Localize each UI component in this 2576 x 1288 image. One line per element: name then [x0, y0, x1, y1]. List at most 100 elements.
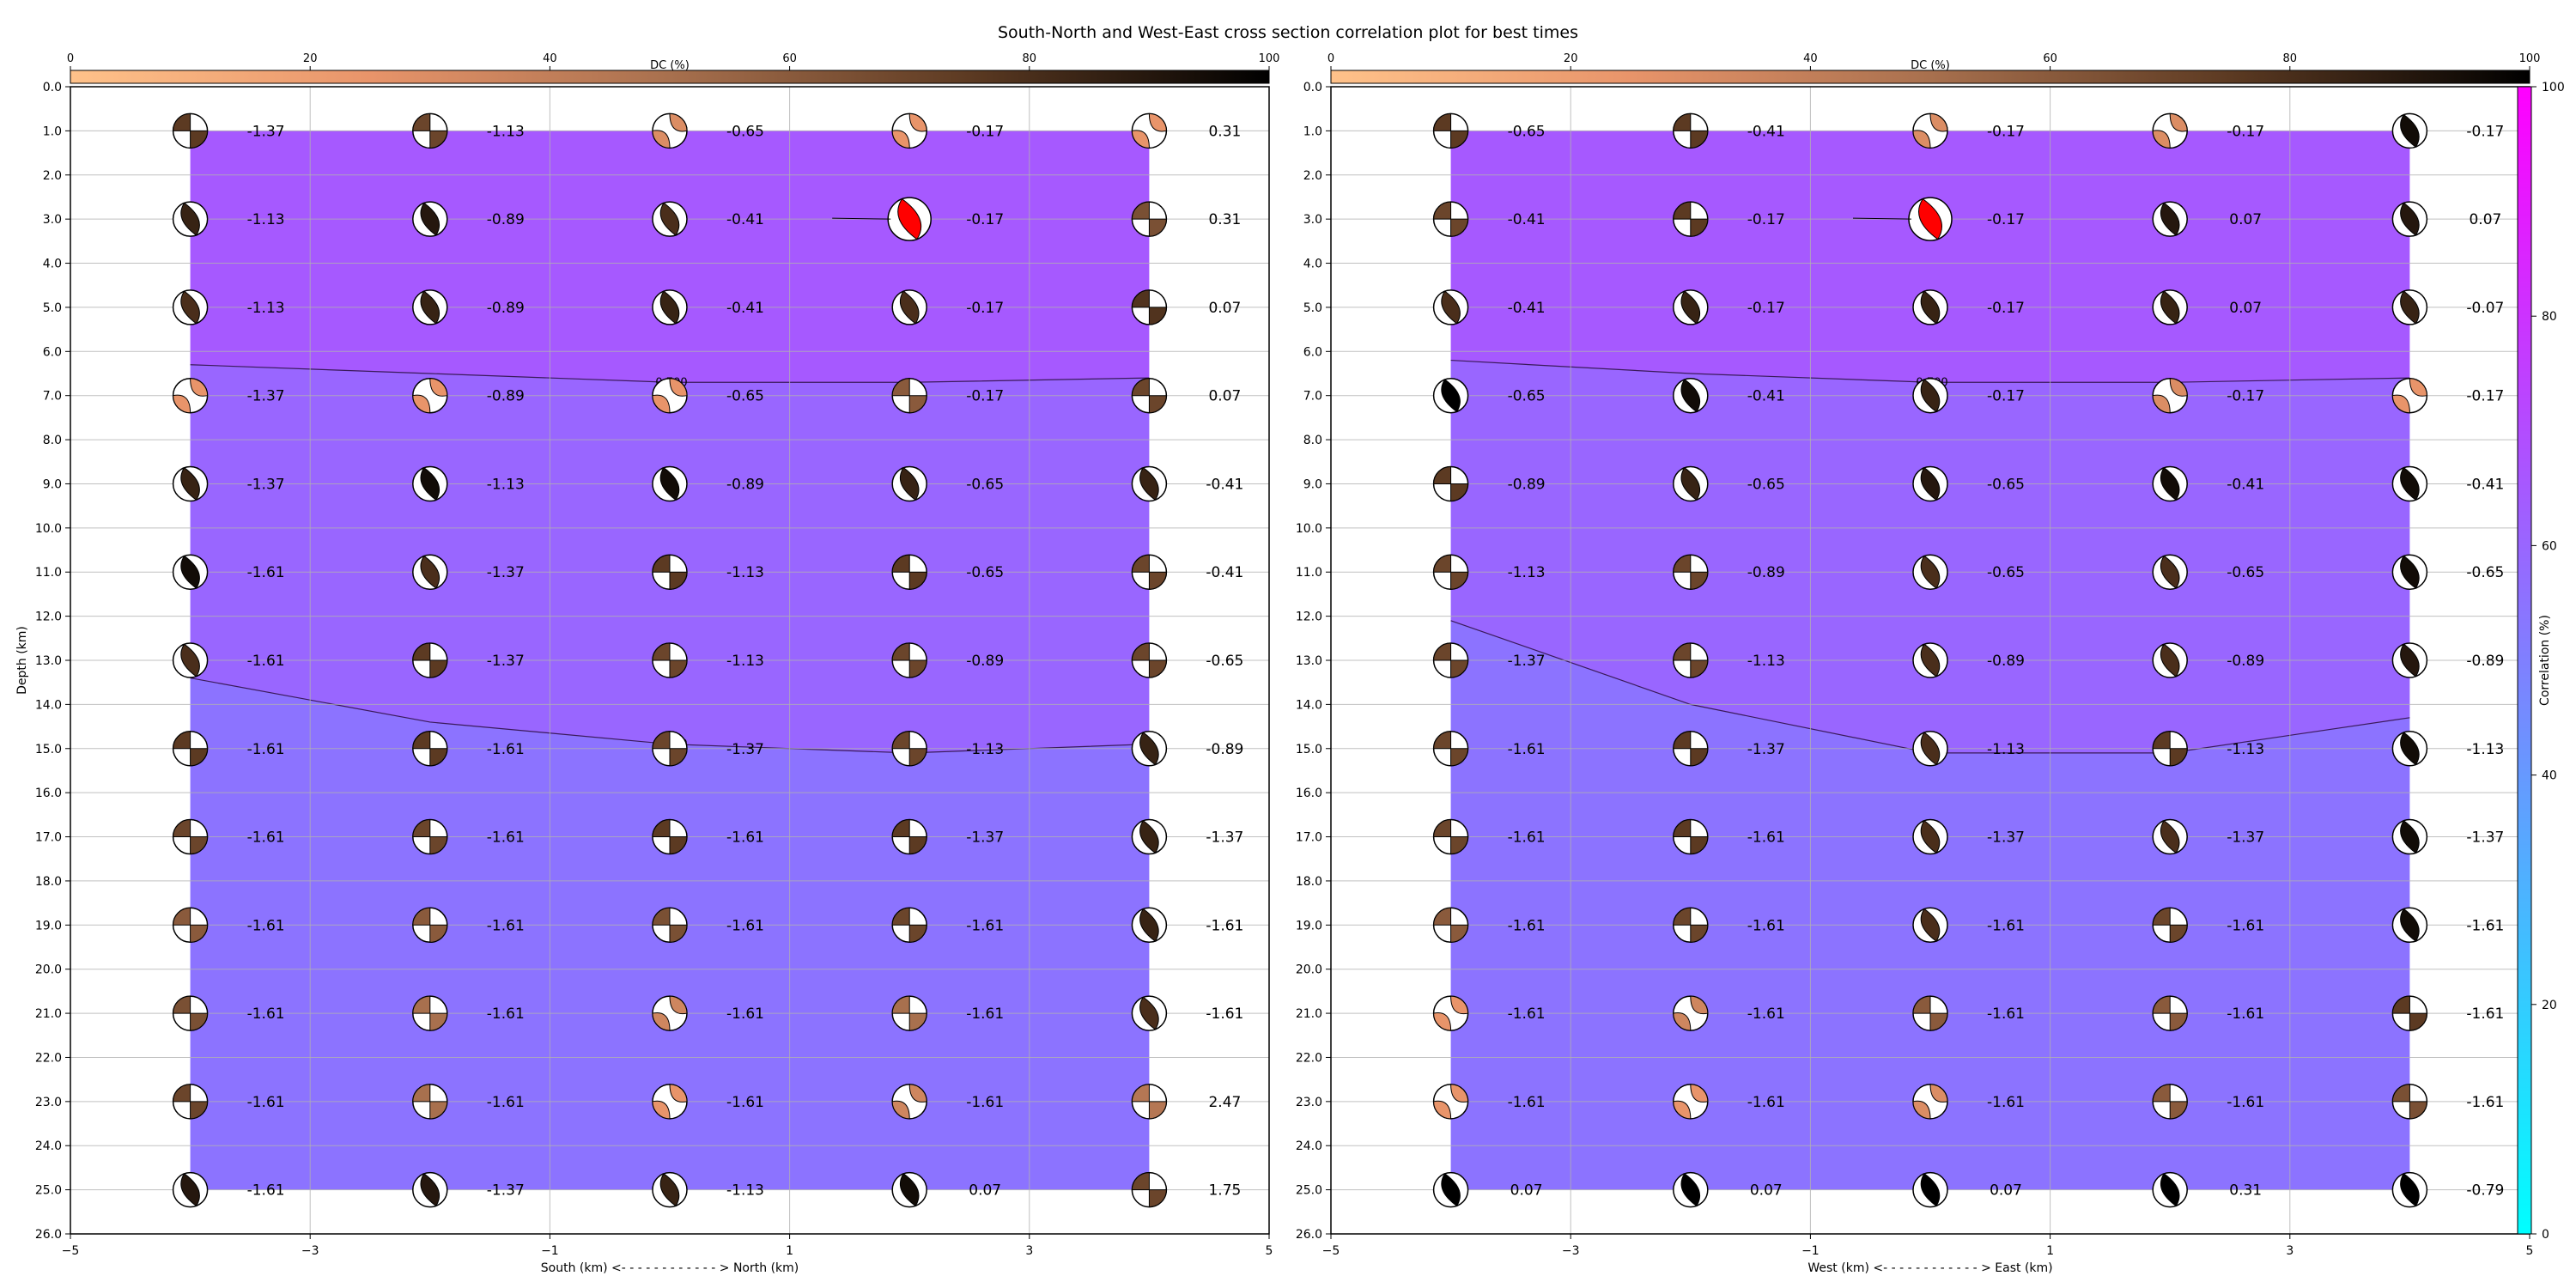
- y-tick-label: 0.0: [43, 81, 62, 94]
- beachball: [891, 1171, 927, 1208]
- y-tick-label: 0.0: [1303, 81, 1322, 94]
- beachball-compression: [1929, 112, 1948, 132]
- beachball-compression: [420, 1173, 440, 1207]
- beachball: [172, 465, 209, 502]
- beachball-compression: [2152, 1084, 2171, 1103]
- y-tick-label: 19.0: [35, 919, 62, 933]
- beachball: [1432, 1084, 1469, 1120]
- correlation-value: -0.41: [1206, 564, 1243, 581]
- beachball-compression: [180, 466, 200, 501]
- correlation-value: -0.89: [726, 476, 764, 493]
- beachball: [652, 554, 688, 590]
- beachball-compression: [891, 819, 910, 838]
- y-tick-label: 3.0: [43, 213, 62, 227]
- beachball: [2391, 465, 2428, 502]
- beachball: [1673, 731, 1709, 767]
- y-tick-label: 14.0: [1296, 698, 1322, 712]
- beachball-compression: [2169, 112, 2188, 132]
- dc-tick-label: 0: [1327, 52, 1334, 65]
- dc-tick-label: 20: [1564, 52, 1578, 65]
- beachball-compression: [659, 290, 680, 325]
- beachball: [1673, 289, 1709, 325]
- beachball: [2152, 201, 2188, 237]
- y-tick-label: 10.0: [1296, 522, 1322, 536]
- beachball-compression: [1433, 1012, 1452, 1031]
- beachball: [1131, 818, 1168, 855]
- correlation-value: -1.61: [1508, 741, 1546, 758]
- beachball-compression: [1131, 289, 1150, 308]
- beachball-compression: [1139, 908, 1159, 942]
- correlation-value: -1.37: [1206, 829, 1243, 847]
- y-tick-label: 22.0: [35, 1051, 62, 1065]
- correlation-value: -1.61: [1508, 1005, 1546, 1023]
- y-tick-label: 21.0: [1296, 1007, 1322, 1021]
- beachball: [1912, 731, 1948, 767]
- beachball: [1432, 554, 1469, 590]
- correlation-value: -1.61: [726, 1094, 764, 1111]
- beachball-compression: [891, 1100, 910, 1120]
- beachball: [891, 995, 927, 1031]
- correlation-value: -1.61: [726, 1005, 764, 1023]
- correlation-value: -1.13: [1747, 653, 1785, 670]
- beachball-compression: [1131, 1172, 1150, 1191]
- beachball: [2152, 1084, 2188, 1120]
- beachball-compression: [908, 571, 927, 590]
- beachball-compression: [2169, 924, 2188, 943]
- y-tick-label: 23.0: [35, 1096, 62, 1109]
- beachball-compression: [1450, 571, 1469, 590]
- correlation-value: -1.37: [247, 123, 285, 140]
- beachball-compression: [1450, 748, 1469, 767]
- beachball: [652, 995, 688, 1031]
- beachball-compression: [2160, 466, 2180, 501]
- y-tick-label: 2.0: [1303, 169, 1322, 183]
- beachball-compression: [1441, 379, 1461, 413]
- correlation-value: -1.61: [247, 653, 285, 670]
- beachball: [1432, 377, 1469, 414]
- correlation-value: -0.17: [966, 388, 1004, 405]
- beachball-compression: [2160, 820, 2180, 854]
- beachball: [1432, 112, 1469, 149]
- beachball: [412, 818, 448, 855]
- beachball-compression: [908, 395, 927, 414]
- beachball-compression: [1680, 290, 1700, 325]
- x-tick-label: 5: [2526, 1244, 2534, 1258]
- beachball-compression: [2400, 908, 2420, 942]
- y-tick-label: 7.0: [43, 390, 62, 404]
- beachball-compression: [2160, 290, 2180, 325]
- beachball: [2152, 907, 2188, 944]
- correlation-value: -0.07: [2466, 300, 2504, 317]
- x-tick-label: 5: [1266, 1244, 1273, 1258]
- beachball-compression: [1131, 1084, 1150, 1103]
- beachball-compression: [2169, 378, 2188, 397]
- correlation-value: -1.13: [726, 1182, 764, 1200]
- correlation-value: -1.61: [2227, 917, 2264, 934]
- beachball-compression: [180, 202, 200, 236]
- beachball-compression: [2152, 995, 2171, 1014]
- beachball: [2391, 201, 2428, 237]
- beachball: [2391, 112, 2428, 149]
- beachball: [652, 289, 688, 325]
- x-tick-label: 1: [2046, 1244, 2054, 1258]
- correlation-value: -1.13: [726, 564, 764, 581]
- y-tick-label: 4.0: [43, 258, 62, 271]
- correlation-value: -1.61: [1747, 829, 1785, 847]
- correlation-tick-label: 60: [2542, 539, 2557, 553]
- beachball: [1673, 112, 1709, 149]
- y-tick-label: 5.0: [43, 301, 62, 315]
- beachball-compression: [652, 394, 671, 414]
- correlation-value: -0.65: [2227, 564, 2264, 581]
- correlation-value: -1.37: [247, 388, 285, 405]
- correlation-value: -1.13: [487, 476, 525, 493]
- beachball: [2152, 289, 2188, 325]
- correlation-value: -0.89: [487, 211, 525, 228]
- beachball-compression: [1433, 1100, 1452, 1120]
- correlation-value: -1.61: [487, 741, 525, 758]
- beachball-compression: [1450, 218, 1469, 237]
- correlation-value: -1.61: [247, 829, 285, 847]
- beachball-compression: [1920, 379, 1941, 413]
- y-tick-label: 13.0: [35, 654, 62, 668]
- correlation-value: -0.65: [726, 123, 764, 140]
- y-tick-label: 4.0: [1303, 258, 1322, 271]
